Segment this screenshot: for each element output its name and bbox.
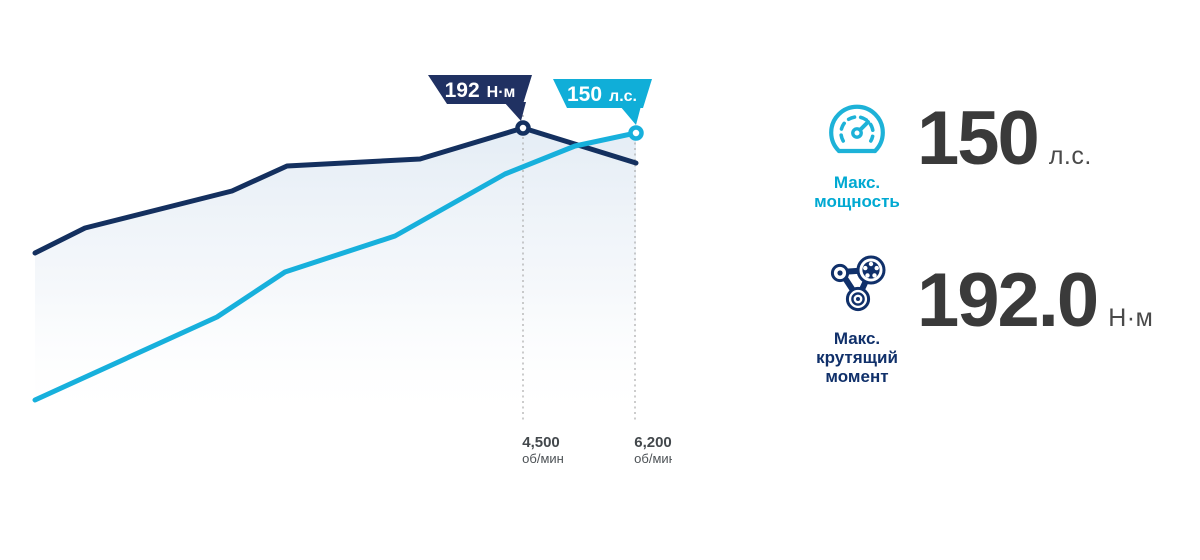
max-power-value: 150 л.с.	[917, 101, 1092, 177]
power-badge-text: 150 л.с.	[567, 83, 637, 106]
tick-sub-6200: об/мин	[634, 451, 672, 466]
torque-badge-shape	[428, 75, 532, 104]
gauge-icon	[827, 103, 887, 166]
chart-svg: 4,500 об/мин 6,200 об/мин 192 Н·м	[32, 75, 672, 466]
tick-sub-4500: об/мин	[522, 451, 564, 466]
power-line	[32, 130, 639, 403]
chart-area-fill	[35, 128, 636, 424]
torque-peak-marker	[515, 120, 531, 136]
max-torque-block: Макс. крутящий момент	[795, 253, 919, 386]
max-torque-label: Макс. крутящий момент	[816, 329, 898, 386]
tick-label-4500: 4,500	[522, 434, 560, 451]
torque-value: 192.0	[917, 258, 1099, 343]
torque-badge: 192 Н·м	[428, 75, 532, 121]
torque-unit: Н·м	[1108, 304, 1154, 332]
power-unit: л.с.	[1048, 142, 1092, 170]
engine-belt-icon	[826, 253, 888, 322]
power-peak-marker	[628, 125, 644, 141]
performance-chart: 4,500 об/мин 6,200 об/мин 192 Н·м	[32, 75, 672, 466]
torque-badge-text: 192 Н·м	[445, 79, 516, 102]
torque-badge-tail	[504, 102, 526, 121]
max-torque-value: 192.0 Н·м	[917, 263, 1153, 339]
max-power-block: Макс. мощность	[795, 103, 919, 211]
engine-stats-panel: Макс. мощность 150 л.с.	[795, 95, 1195, 435]
power-value: 150	[917, 96, 1040, 181]
power-badge-tail	[620, 106, 641, 125]
power-badge: 150 л.с.	[553, 79, 652, 125]
tick-group-2: 6,200 об/мин	[634, 115, 672, 466]
tick-label-6200: 6,200	[634, 434, 672, 451]
max-power-label: Макс. мощность	[814, 173, 900, 211]
power-badge-shape	[553, 79, 652, 108]
